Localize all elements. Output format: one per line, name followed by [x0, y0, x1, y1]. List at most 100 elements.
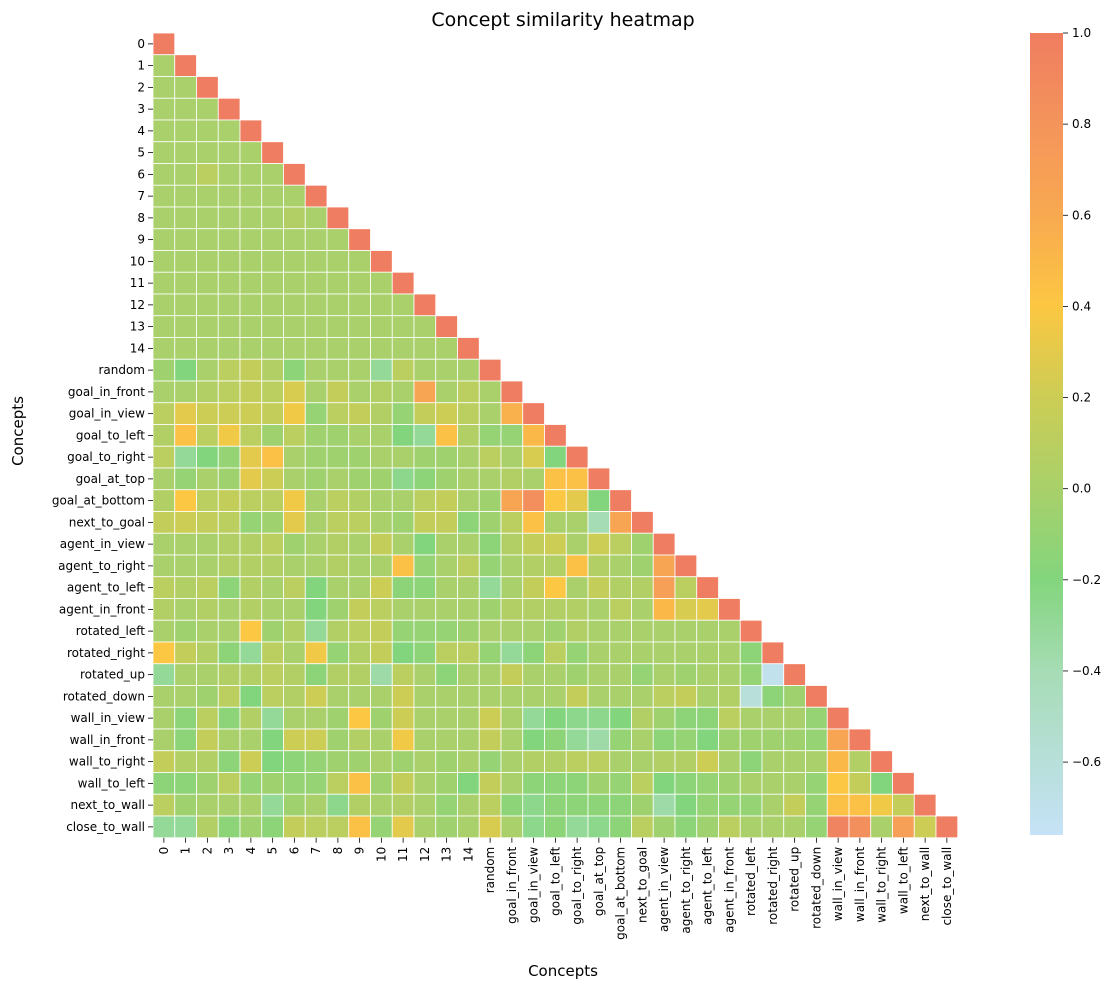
heatmap-cell — [696, 663, 719, 686]
heatmap-cell — [435, 445, 458, 469]
heatmap-cell — [391, 554, 415, 578]
heatmap-cell — [370, 554, 393, 578]
heatmap-cell — [304, 772, 328, 795]
heatmap-cell — [478, 793, 502, 817]
heatmap-cell — [805, 793, 828, 817]
heatmap-cell — [500, 532, 524, 556]
heatmap-cell — [522, 641, 545, 665]
heatmap-cell — [261, 598, 284, 621]
y-tick-label: 6 — [137, 167, 145, 181]
heatmap-cell — [609, 554, 632, 578]
heatmap-cell — [609, 489, 632, 512]
heatmap-cell — [326, 598, 350, 621]
heatmap-cell — [391, 337, 415, 360]
heatmap-cell — [196, 293, 219, 317]
heatmap-cell — [370, 511, 393, 534]
heatmap-cell — [892, 815, 915, 839]
heatmap-cell — [370, 358, 393, 382]
heatmap-cell — [326, 706, 350, 730]
heatmap-cell — [348, 293, 371, 317]
heatmap-cell — [544, 728, 567, 752]
heatmap-cell — [174, 228, 197, 251]
y-tick-label: goal_at_top — [76, 472, 145, 486]
heatmap-cell — [283, 598, 306, 621]
y-tick-label: rotated_up — [80, 668, 145, 682]
heatmap-cell — [196, 163, 219, 186]
heatmap-cell — [457, 402, 480, 425]
heatmap-cell — [174, 141, 197, 164]
heatmap-cell — [326, 445, 350, 469]
heatmap-cell — [217, 511, 241, 534]
heatmap-cell — [652, 641, 676, 665]
heatmap-cell — [413, 728, 437, 752]
heatmap-cell — [304, 315, 328, 338]
heatmap-cell — [326, 815, 350, 839]
x-tick-label: 5 — [266, 847, 280, 855]
heatmap-cell — [565, 511, 589, 534]
heatmap-cell — [587, 793, 611, 817]
heatmap-cell — [283, 467, 306, 491]
heatmap-cell — [283, 728, 306, 752]
heatmap-cell — [435, 750, 458, 773]
heatmap-cell — [391, 750, 415, 773]
heatmap-cell — [370, 250, 393, 273]
heatmap-cell — [174, 554, 197, 578]
x-tick-label: wall_in_view — [831, 847, 845, 922]
heatmap-cell — [413, 641, 437, 665]
heatmap-cell — [239, 424, 263, 447]
x-tick-label: goal_in_front — [505, 846, 519, 923]
heatmap-cell — [522, 511, 545, 534]
heatmap-cell — [631, 532, 654, 556]
heatmap-cell — [391, 402, 415, 425]
heatmap-cell — [283, 511, 306, 534]
heatmap-cell — [565, 532, 589, 556]
x-tick-label: 0 — [157, 847, 171, 855]
heatmap-cell — [674, 728, 698, 752]
heatmap-cell — [478, 489, 502, 512]
heatmap-cell — [826, 815, 850, 839]
heatmap-cell — [457, 576, 480, 599]
y-tick-label: wall_to_right — [69, 755, 145, 769]
heatmap-cell — [457, 706, 480, 730]
heatmap-cell — [631, 598, 654, 621]
heatmap-cell — [217, 489, 241, 512]
heatmap-cell — [326, 489, 350, 512]
x-tick-label: goal_in_view — [527, 847, 541, 923]
heatmap-cell — [196, 206, 219, 230]
colorbar-tick-label: 0.8 — [1072, 117, 1091, 131]
heatmap-cell — [522, 532, 545, 556]
heatmap-cell — [152, 250, 176, 273]
heatmap-cell — [870, 793, 893, 817]
heatmap-cell — [544, 598, 567, 621]
heatmap-cell — [283, 489, 306, 512]
heatmap-cell — [239, 141, 263, 164]
heatmap-cell — [283, 750, 306, 773]
heatmap-cell — [870, 750, 893, 773]
heatmap-cell — [544, 750, 567, 773]
heatmap-cell — [261, 358, 284, 382]
x-tick-label: wall_to_right — [875, 846, 889, 922]
heatmap-cell — [652, 685, 676, 708]
heatmap-cell — [587, 554, 611, 578]
heatmap-cell — [435, 706, 458, 730]
heatmap-cell — [261, 337, 284, 360]
heatmap-cell — [500, 815, 524, 839]
heatmap-cell — [435, 641, 458, 665]
heatmap-cell — [326, 206, 350, 230]
heatmap-cell — [544, 489, 567, 512]
x-tick-label: wall_to_left — [896, 846, 910, 914]
heatmap-cell — [435, 380, 458, 404]
heatmap-cell — [391, 815, 415, 839]
heatmap-cell — [413, 315, 437, 338]
heatmap-cell — [565, 467, 589, 491]
heatmap-cell — [457, 728, 480, 752]
heatmap-cell — [544, 532, 567, 556]
heatmap-cell — [261, 619, 284, 643]
heatmap-cell — [326, 532, 350, 556]
heatmap-cell — [196, 641, 219, 665]
heatmap-cell — [565, 576, 589, 599]
heatmap-cell — [152, 554, 176, 578]
heatmap-cell — [261, 228, 284, 251]
heatmap-cell — [587, 467, 611, 491]
heatmap-cell — [435, 554, 458, 578]
